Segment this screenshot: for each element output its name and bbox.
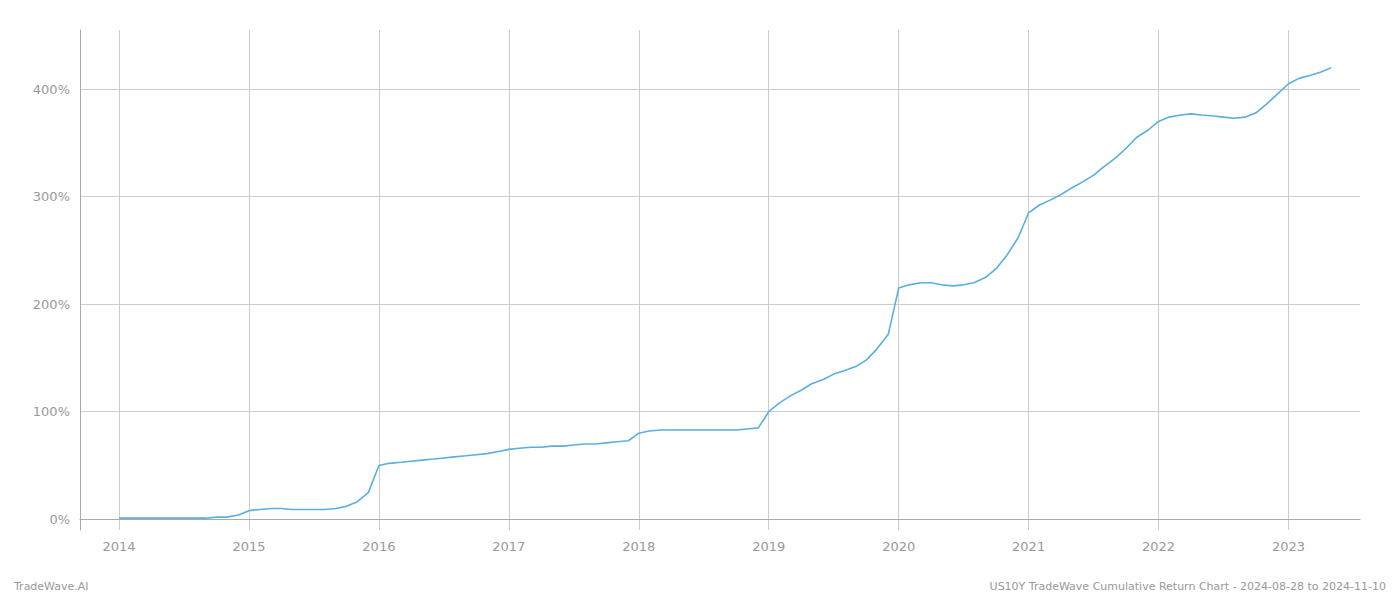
svg-text:TradeWave.AI: TradeWave.AI [13,580,89,593]
svg-text:2019: 2019 [752,539,785,554]
svg-text:2014: 2014 [102,539,135,554]
svg-text:200%: 200% [33,297,70,312]
svg-text:2023: 2023 [1272,539,1305,554]
svg-text:0%: 0% [49,512,70,527]
svg-text:2016: 2016 [362,539,395,554]
svg-text:2022: 2022 [1142,539,1175,554]
svg-text:2018: 2018 [622,539,655,554]
svg-text:2015: 2015 [232,539,265,554]
svg-text:2020: 2020 [882,539,915,554]
svg-text:US10Y TradeWave Cumulative Ret: US10Y TradeWave Cumulative Return Chart … [990,580,1386,593]
svg-text:2021: 2021 [1012,539,1045,554]
svg-text:400%: 400% [33,82,70,97]
svg-text:300%: 300% [33,189,70,204]
svg-text:2017: 2017 [492,539,525,554]
svg-text:100%: 100% [33,404,70,419]
